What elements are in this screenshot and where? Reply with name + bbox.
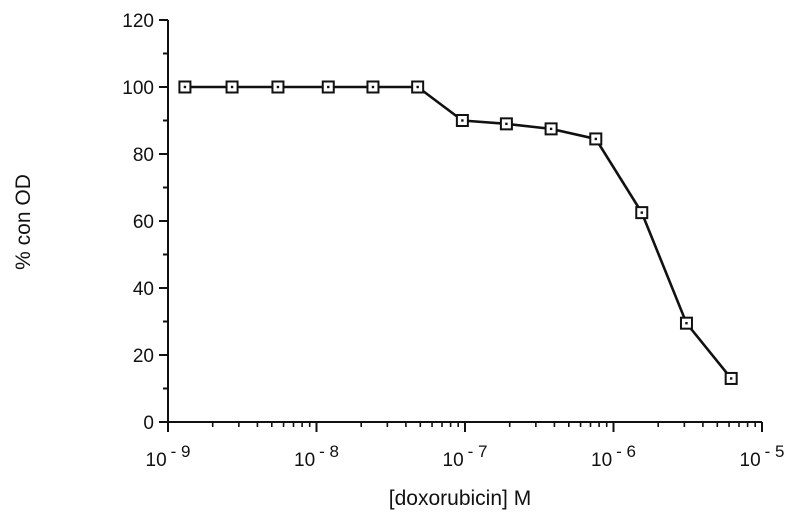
x-axis: 10- 9 10- 8 10- 7 10- 6 10- 5: [146, 421, 785, 471]
y-tick-label: 80: [133, 145, 154, 166]
data-point-marker: [589, 132, 603, 146]
data-point-marker: [635, 206, 649, 220]
data-point-marker: [271, 80, 285, 94]
data-point-marker: [225, 80, 239, 94]
x-tick-label: 10- 8: [294, 442, 339, 471]
data-point-marker: [321, 80, 335, 94]
data-point-marker: [178, 80, 192, 94]
x-tick-label: 10- 9: [146, 442, 191, 471]
y-tick-label: 100: [122, 78, 154, 99]
x-tick-label: 10- 5: [740, 442, 785, 471]
data-point-marker: [544, 122, 558, 136]
data-point-marker: [499, 117, 513, 131]
y-tick-label: 120: [122, 11, 154, 32]
data-line: [184, 85, 733, 380]
y-tick-label: 40: [133, 279, 154, 300]
y-axis: 0 20 40 60 80 100 120: [122, 11, 169, 434]
data-point-marker: [366, 80, 380, 94]
data-point-marker: [679, 316, 693, 330]
y-tick-label: 60: [133, 212, 154, 233]
x-tick-label: 10- 6: [591, 442, 636, 471]
series-line: [178, 80, 738, 385]
data-point-marker: [724, 371, 738, 385]
y-axis-title: % con OD: [12, 174, 35, 270]
y-tick-label: 0: [143, 413, 154, 434]
x-tick-label: 10- 7: [443, 442, 488, 471]
x-axis-title: [doxorubicin] M: [389, 487, 531, 510]
data-point-marker: [455, 114, 469, 127]
data-point-marker: [411, 80, 425, 94]
y-tick-label: 20: [133, 346, 154, 367]
